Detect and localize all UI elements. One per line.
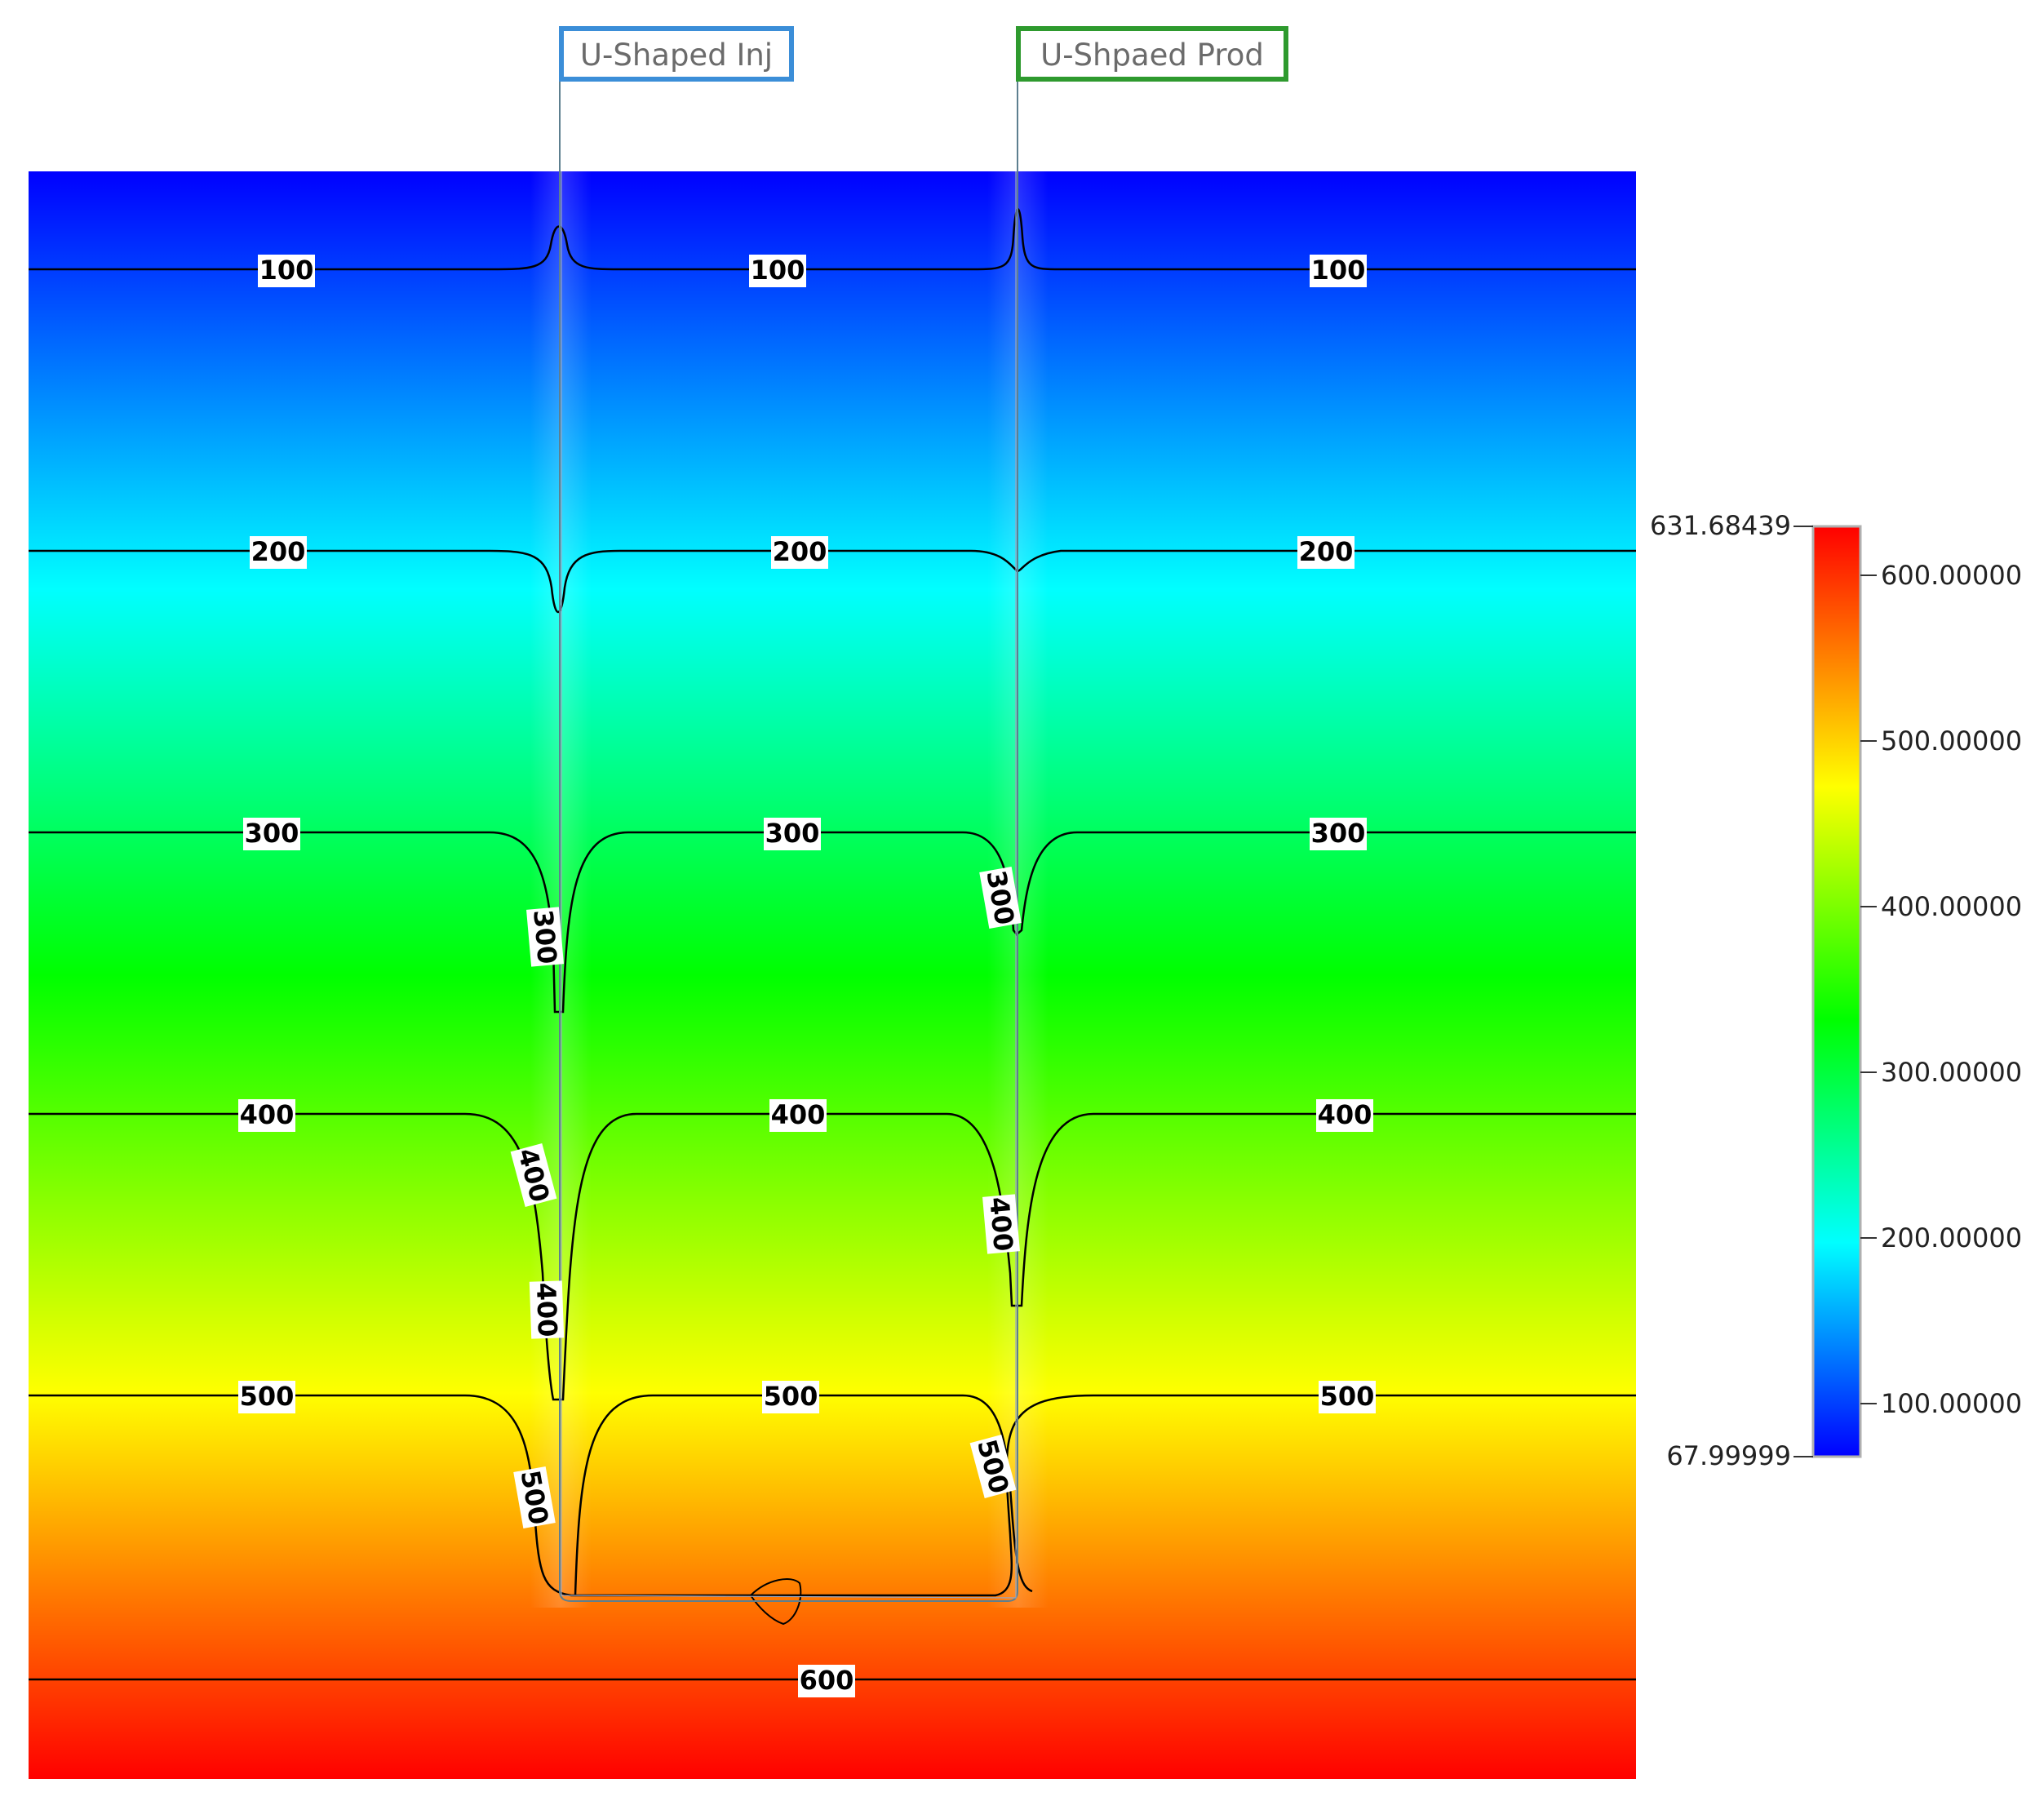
well-trajectory-highlight (561, 171, 1017, 1599)
wellbore-line (561, 171, 1017, 1599)
svg-text:400: 400 (530, 1282, 563, 1338)
svg-text:400: 400 (240, 1099, 295, 1130)
svg-text:200: 200 (773, 536, 827, 567)
svg-text:300: 300 (765, 818, 820, 849)
svg-text:300: 300 (245, 818, 299, 849)
producer-label-box (1016, 26, 1288, 82)
svg-text:200: 200 (251, 536, 306, 567)
colorbar-tick-label-300: 300.00000 (1881, 1057, 2022, 1088)
injector-label-box (559, 26, 794, 82)
svg-text:100: 100 (751, 255, 805, 286)
svg-text:500: 500 (1320, 1381, 1375, 1412)
producer-label: U-Shpaed Prod (1016, 26, 1288, 82)
svg-text:500: 500 (764, 1381, 818, 1412)
svg-text:200: 200 (1299, 536, 1354, 567)
colorbar-ticks: 600.00000 500.00000 400.00000 300.00000 … (1860, 560, 2022, 1419)
colorbar-tick-label-400: 400.00000 (1881, 891, 2022, 922)
injector-trajectory (559, 82, 1018, 1602)
contour-island (749, 1578, 802, 1626)
contour-label-100: 100 100 100 (258, 255, 1367, 287)
colorbar-tick-label-500: 500.00000 (1881, 725, 2022, 756)
temperature-field (29, 171, 1636, 1779)
svg-text:400: 400 (983, 1196, 1019, 1253)
colorbar-max-label: 631.68439 (1650, 510, 1791, 541)
svg-text:400: 400 (1318, 1099, 1372, 1130)
contour-label-300: 300 300 300 300 300 (243, 818, 1367, 967)
well-trajectories (559, 82, 1018, 1602)
contour-label-500: 500 500 500 500 500 (238, 1381, 1376, 1528)
colorbar-tick-label-100: 100.00000 (1881, 1388, 2022, 1419)
contour-label-200: 200 200 200 (250, 536, 1355, 569)
svg-text:400: 400 (771, 1099, 826, 1130)
colorbar-min-label: 67.99999 (1666, 1440, 1791, 1471)
producer-label-text: U-Shpaed Prod (1040, 38, 1264, 73)
colorbar-gradient (1811, 525, 1862, 1458)
colorbar: 631.68439 67.99999 600.00000 500.00000 4… (1650, 510, 2022, 1471)
contour-label-600: 600 (798, 1665, 855, 1697)
contour-label-400: 400 400 400 400 400 400 (238, 1099, 1373, 1339)
contour-line-400 (29, 1112, 1636, 1401)
svg-text:500: 500 (240, 1381, 295, 1412)
svg-text:600: 600 (800, 1665, 854, 1696)
svg-text:100: 100 (259, 255, 314, 286)
colorbar-tick-label-200: 200.00000 (1881, 1222, 2022, 1253)
colorbar-tick-label-600: 600.00000 (1881, 560, 2022, 591)
injector-label-text: U-Shaped Inj (580, 38, 773, 73)
svg-text:300: 300 (527, 908, 563, 965)
injector-label: U-Shaped Inj (559, 26, 794, 82)
svg-text:100: 100 (1311, 255, 1366, 286)
contour-labels: 100 100 100 200 200 200 300 300 300 300 … (238, 255, 1376, 1697)
contour-line-300 (29, 831, 1636, 1014)
svg-text:300: 300 (1311, 818, 1366, 849)
